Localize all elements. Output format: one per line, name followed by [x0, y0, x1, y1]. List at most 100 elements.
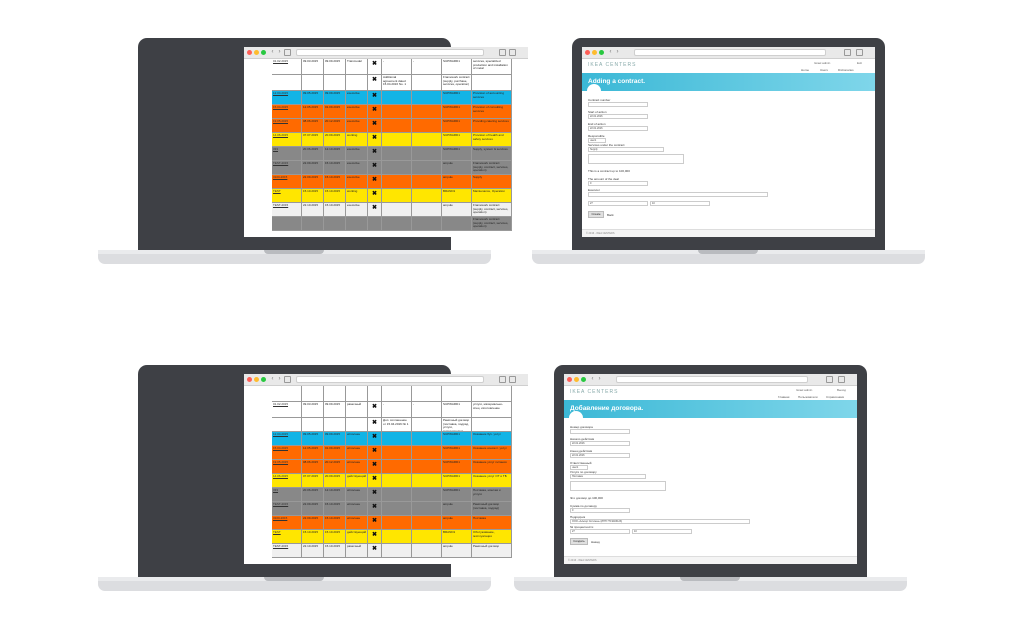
from-input[interactable]: 27 — [570, 529, 630, 534]
to-input[interactable]: 10 — [632, 529, 692, 534]
table-cell[interactable] — [272, 418, 302, 431]
delete-icon[interactable]: ✖ — [368, 59, 382, 74]
delete-icon[interactable]: ✖ — [368, 402, 382, 417]
delete-icon[interactable] — [368, 217, 382, 230]
forward-arrow-icon[interactable]: › — [616, 49, 619, 55]
table-row[interactable]: 3100-2015 22.09.2015 15.10.2015 executive ✖ a… — [272, 175, 512, 189]
forward-arrow-icon[interactable]: › — [278, 49, 281, 55]
close-dot-icon[interactable] — [247, 377, 252, 382]
table-cell[interactable]: 15.04.2015 — [272, 105, 302, 118]
to-input[interactable]: 10 — [650, 201, 710, 206]
minimize-dot-icon[interactable] — [574, 377, 579, 382]
table-row[interactable]: 12.04.2015 09.05.2015 09.09.2015 executive ✖… — [272, 91, 512, 105]
tabs-icon[interactable] — [838, 376, 845, 383]
maximize-dot-icon[interactable] — [599, 50, 604, 55]
delete-icon[interactable]: ✖ — [368, 119, 382, 132]
sidebar-icon[interactable] — [284, 49, 291, 56]
responsible-select[interactable]: user1 — [588, 138, 606, 143]
delete-icon[interactable]: ✖ — [368, 432, 382, 445]
table-row[interactable]: Framework contract (supply, contract, se… — [272, 217, 512, 231]
delete-icon[interactable]: ✖ — [368, 133, 382, 146]
debt-input[interactable]: 0 — [570, 508, 630, 513]
service-select[interactable]: Поставка — [570, 474, 646, 479]
address-bar[interactable] — [634, 49, 826, 56]
maximize-dot-icon[interactable] — [261, 377, 266, 382]
table-cell[interactable]: 333 — [272, 488, 302, 501]
end-date-input[interactable]: 22.01.2016 — [588, 126, 648, 131]
tabs-icon[interactable] — [856, 49, 863, 56]
table-row[interactable]: 3100-2015 22.09.2015 15.10.2015 исполнен ✖ am… — [272, 516, 512, 530]
contract-number-input[interactable] — [570, 429, 630, 434]
address-bar[interactable] — [296, 376, 484, 383]
table-cell[interactable]: 333 — [272, 147, 302, 160]
comment-textarea[interactable] — [588, 154, 684, 164]
table-row[interactable]: 19.05.2015 08.06.2015 20.12.2015 исполнен ✖ S… — [272, 460, 512, 474]
table-row[interactable]: 01.02.2015 09.03.2015 09.09.2015 рамочный ✖ -… — [272, 402, 512, 418]
start-date-input[interactable]: 22.01.2016 — [588, 114, 648, 119]
table-cell[interactable]: 19.05.2015 — [272, 460, 302, 473]
share-icon[interactable] — [499, 49, 506, 56]
from-input[interactable]: 27 — [588, 201, 648, 206]
nav-dictionaries[interactable]: Справочники — [826, 395, 845, 399]
table-cell[interactable]: TEST — [272, 530, 302, 543]
table-cell[interactable]: TEST-2015 — [272, 161, 302, 174]
table-cell[interactable]: 14.06.2015 — [272, 133, 302, 146]
table-cell[interactable]: 01.02.2015 — [272, 59, 302, 74]
delete-icon[interactable]: ✖ — [368, 175, 382, 188]
start-date-input[interactable]: 22.01.2016 — [570, 441, 630, 446]
back-link[interactable]: Назад — [591, 540, 600, 544]
table-row[interactable]: TEST 15.10.2015 15.10.2015 working ✖ BRAND1 Ma… — [272, 189, 512, 203]
table-row[interactable]: 12.04.2015 09.05.2015 09.09.2015 исполнен ✖ S… — [272, 432, 512, 446]
delete-icon[interactable]: ✖ — [368, 147, 382, 160]
table-row[interactable]: 15.04.2015 12.05.2015 01.09.2015 executive ✖… — [272, 105, 512, 119]
table-row[interactable]: 19.05.2015 08.06.2015 20.12.2015 executive ✖… — [272, 119, 512, 133]
table-cell[interactable]: 19.05.2015 — [272, 119, 302, 132]
address-bar[interactable] — [616, 376, 808, 383]
nav-users[interactable]: Users — [820, 68, 828, 72]
logout-link[interactable]: Выход — [837, 388, 846, 392]
table-cell[interactable]: TEST-2015 — [272, 203, 302, 216]
end-date-input[interactable]: 22.01.2016 — [570, 453, 630, 458]
table-row[interactable]: 14.06.2015 07.07.2015 20.09.2015 working ✖ SU… — [272, 133, 512, 147]
tabs-icon[interactable] — [509, 49, 516, 56]
close-dot-icon[interactable] — [247, 50, 252, 55]
table-cell[interactable] — [272, 217, 302, 230]
back-arrow-icon[interactable]: ‹ — [591, 376, 594, 382]
back-link[interactable]: Back — [607, 213, 614, 217]
delete-icon[interactable]: ✖ — [368, 189, 382, 202]
minimize-dot-icon[interactable] — [254, 377, 259, 382]
back-arrow-icon[interactable]: ‹ — [271, 376, 274, 382]
share-icon[interactable] — [826, 376, 833, 383]
table-row[interactable]: 14.06.2015 07.07.2015 20.09.2015 действующи… — [272, 474, 512, 488]
delete-icon[interactable]: ✖ — [368, 530, 382, 543]
table-row[interactable]: ✖ Additional agreement dated 15.04.2016 N… — [272, 75, 512, 91]
delete-icon[interactable]: ✖ — [368, 203, 382, 216]
table-row[interactable]: 01.02.2015 09.03.2015 09.09.2015 Trainmodel… — [272, 59, 512, 75]
table-cell[interactable]: TEST — [272, 189, 302, 202]
delete-icon[interactable]: ✖ — [368, 105, 382, 118]
maximize-dot-icon[interactable] — [581, 377, 586, 382]
table-row[interactable] — [272, 386, 512, 402]
table-row[interactable]: TEST-2015 22.09.2015 15.10.2015 executive ✖ a… — [272, 161, 512, 175]
close-dot-icon[interactable] — [567, 377, 572, 382]
debt-input[interactable]: 0 — [588, 181, 648, 186]
service-select[interactable]: Supply — [588, 147, 664, 152]
table-cell[interactable]: 15.04.2015 — [272, 446, 302, 459]
table-cell[interactable]: 01.02.2015 — [272, 402, 302, 417]
create-button[interactable]: Создать — [570, 538, 588, 545]
delete-icon[interactable] — [368, 386, 382, 401]
table-row[interactable]: 333 20.06.2015 12.10.2015 исполнен ✖ SUPWARD1… — [272, 488, 512, 502]
table-row[interactable]: TEST-2015 22.10.2015 15.10.2015 рамочный ✖ am… — [272, 544, 512, 558]
delete-icon[interactable]: ✖ — [368, 460, 382, 473]
nav-users[interactable]: Пользователи — [798, 395, 818, 399]
delete-icon[interactable]: ✖ — [368, 474, 382, 487]
table-row[interactable]: 333 20.06.2015 12.10.2015 executive ✖ SUPWARD… — [272, 147, 512, 161]
table-row[interactable]: 15.04.2015 12.05.2015 01.09.2015 исполнен ✖ S… — [272, 446, 512, 460]
executor-select[interactable]: ООО «Альтер Ситизен» (ИНН 7719403123) — [570, 519, 750, 524]
table-row[interactable]: TEST-2015 22.09.2015 15.10.2015 исполнен ✖ am… — [272, 502, 512, 516]
create-button[interactable]: Create — [588, 211, 604, 218]
minimize-dot-icon[interactable] — [254, 50, 259, 55]
share-icon[interactable] — [844, 49, 851, 56]
forward-arrow-icon[interactable]: › — [278, 376, 281, 382]
table-cell[interactable]: 3100-2015 — [272, 516, 302, 529]
